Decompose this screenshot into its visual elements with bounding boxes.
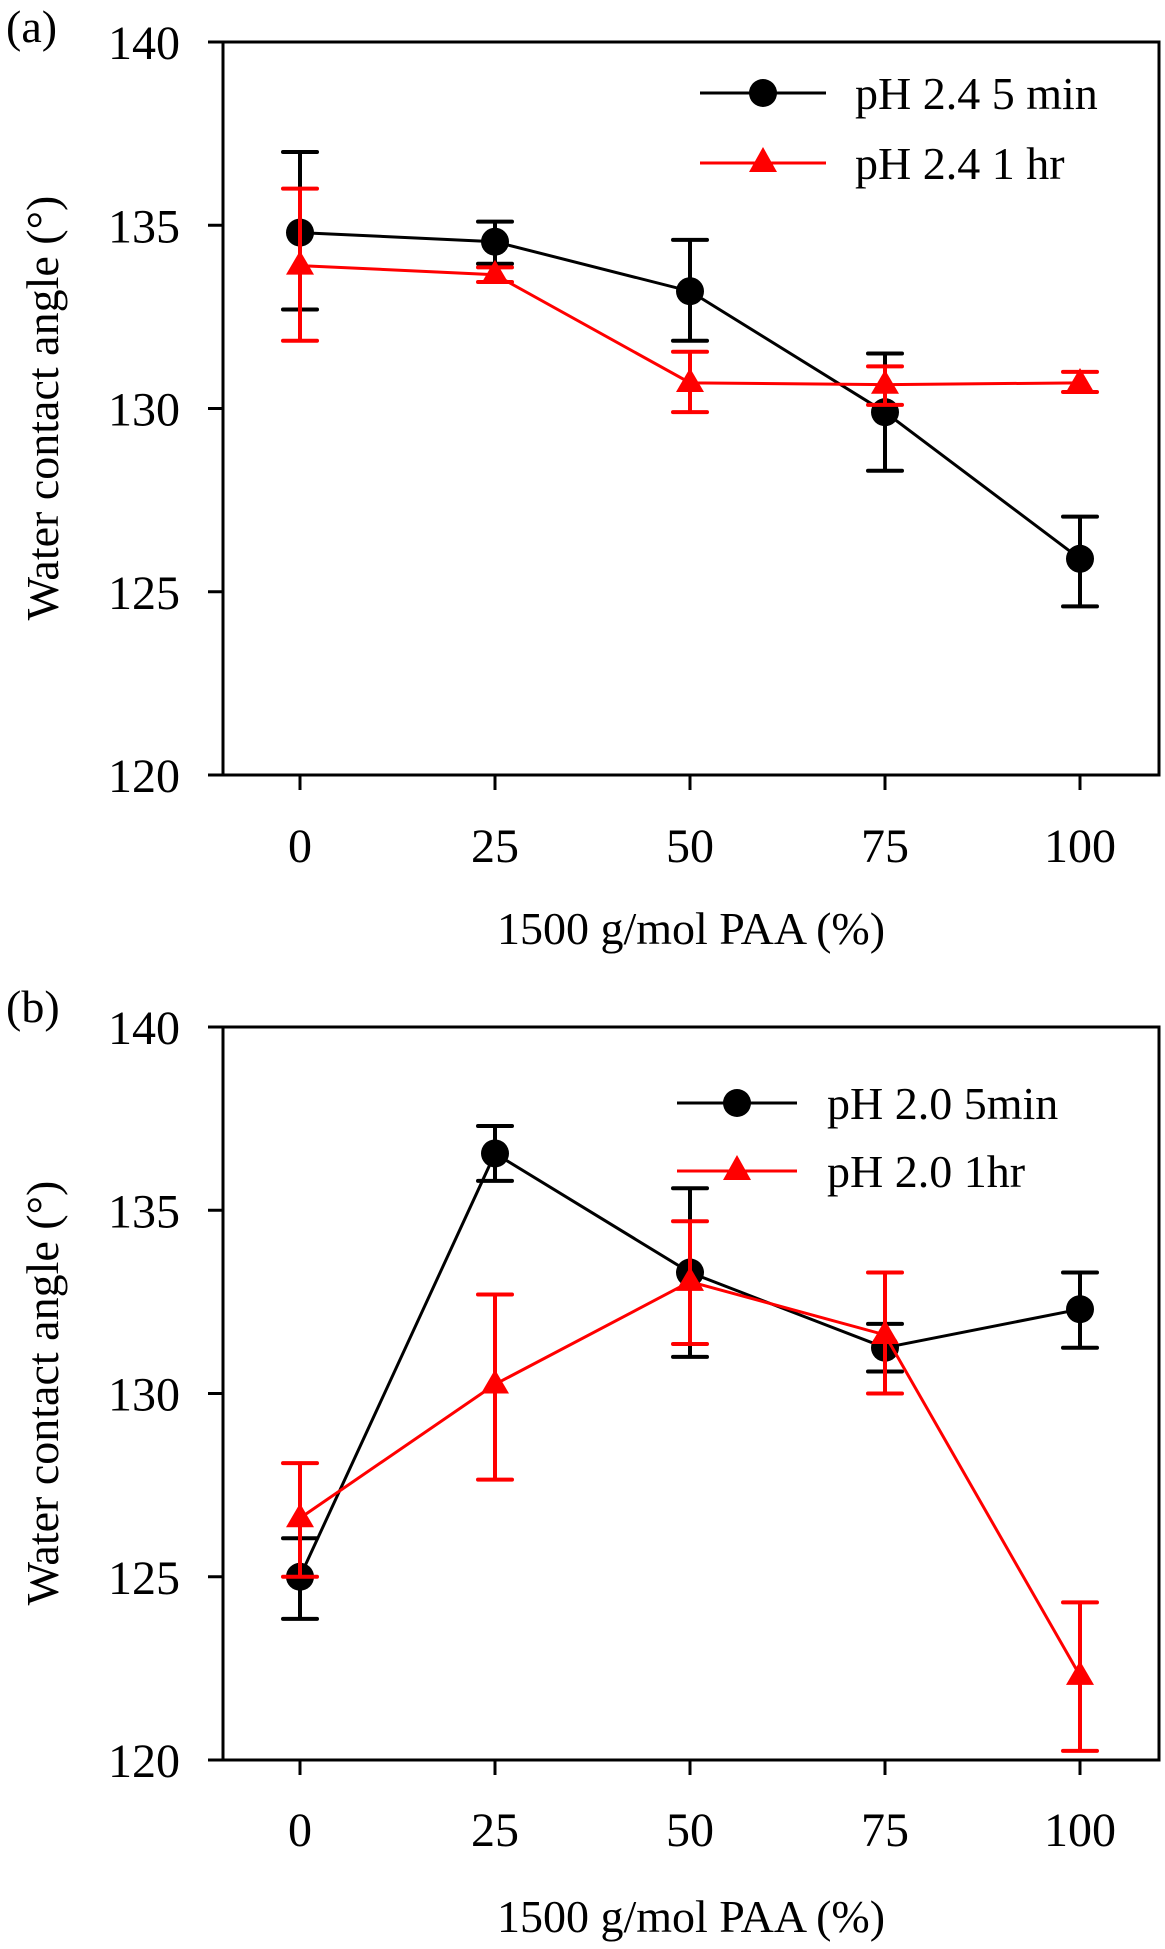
data-point-triangle [1066,367,1094,392]
y-tick-label: 135 [108,200,180,253]
x-tick-label: 25 [471,820,519,873]
series-red-triangles [281,186,1099,415]
axes [221,1025,1161,1762]
y-tick-label: 135 [108,1185,180,1238]
y-axis-title: Water contact angle (°) [17,1181,68,1606]
data-point-circle [1066,1295,1094,1324]
data-point-triangle [481,259,509,284]
legend-label: pH 2.4 5 min [855,68,1098,119]
data-point-circle [481,1139,509,1168]
y-axis-title: Water contact angle (°) [17,196,68,621]
x-tick-label: 75 [861,820,909,873]
legend-label: pH 2.0 1hr [827,1146,1025,1197]
legend-label: pH 2.4 1 hr [855,138,1065,189]
series-red-triangles [281,1219,1099,1753]
data-point-circle [1066,544,1094,573]
panel-label: (b) [6,981,60,1032]
data-point-triangle [481,1369,509,1394]
data-point-triangle [676,1266,704,1291]
y-tick-label: 140 [108,17,180,70]
legend: pH 2.0 5min pH 2.0 1hr [677,1078,1058,1197]
panel-a: (a) Water contact angle (°) 1500 g/mol P… [6,1,1161,954]
y-tick-label: 125 [108,1552,180,1605]
legend-circle-marker [749,79,777,107]
panel-label: (a) [6,1,57,52]
x-tick-label: 50 [666,820,714,873]
panel-b: (b) Water contact angle (°) 1500 g/mol P… [6,981,1161,1942]
legend-item: pH 2.0 5min [677,1078,1058,1129]
legend-item: pH 2.0 1hr [677,1146,1025,1197]
series-black-circles [281,1123,1099,1621]
data-point-circle [676,277,704,306]
data-point-triangle [871,369,899,394]
x-axis-title: 1500 g/mol PAA (%) [497,1891,885,1942]
data-point-triangle [286,1503,314,1528]
x-tick-label: 75 [861,1804,909,1857]
y-tick-label: 130 [108,384,180,437]
legend-item: pH 2.4 1 hr [700,138,1065,189]
ticks: 120 125 130 135 140 0 25 50 75 100 [108,1002,1116,1857]
y-tick-label: 125 [108,567,180,620]
y-tick-label: 120 [108,1735,180,1788]
data-point-circle [481,227,509,256]
legend-label: pH 2.0 5min [827,1078,1058,1129]
x-tick-label: 50 [666,1804,714,1857]
legend-triangle-marker [749,147,777,172]
x-tick-label: 25 [471,1804,519,1857]
x-tick-label: 100 [1044,1804,1116,1857]
data-point-triangle [676,367,704,392]
legend-circle-marker [723,1089,751,1117]
data-point-triangle [871,1319,899,1344]
plot-area [281,1123,1099,1753]
plot-area [281,149,1099,609]
y-tick-label: 120 [108,750,180,803]
x-tick-label: 100 [1044,820,1116,873]
legend-triangle-marker [723,1155,751,1180]
ticks: 120 125 130 135 140 0 25 50 75 100 [108,17,1116,873]
legend: pH 2.4 5 min pH 2.4 1 hr [700,68,1098,189]
legend-item: pH 2.4 5 min [700,68,1098,119]
x-axis-title: 1500 g/mol PAA (%) [497,903,885,954]
axes-frame [221,1025,1161,1762]
y-tick-label: 140 [108,1002,180,1055]
x-tick-label: 0 [288,820,312,873]
x-tick-label: 0 [288,1804,312,1857]
data-point-triangle [1066,1660,1094,1685]
data-point-triangle [286,250,314,275]
y-tick-label: 130 [108,1369,180,1422]
